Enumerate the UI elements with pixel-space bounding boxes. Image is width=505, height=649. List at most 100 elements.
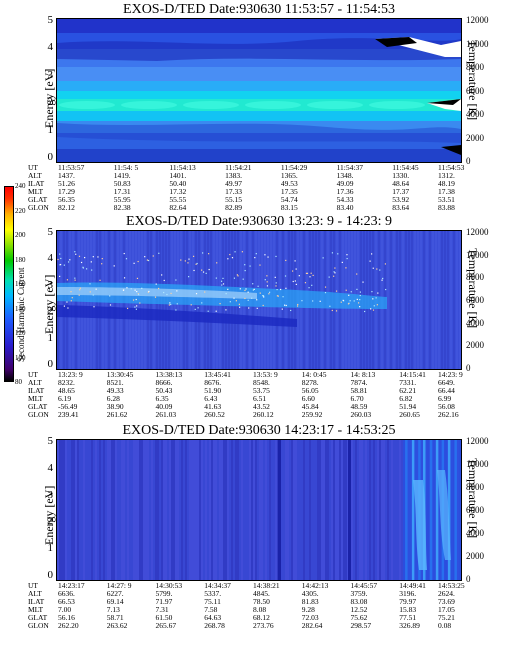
ephemeris-cell: 50.43	[155, 386, 173, 395]
panel-2-speck	[347, 303, 350, 305]
panel-2-speck	[82, 266, 84, 268]
panel-3-streak	[278, 440, 281, 580]
panel-3-stripe	[219, 440, 221, 580]
panel-1-blob	[183, 101, 239, 109]
ephemeris-cell: 273.76	[253, 621, 274, 630]
ephemeris-cell: 6.35	[155, 394, 169, 403]
panel-3-stripe	[325, 440, 327, 580]
panel-3-stripe	[179, 440, 181, 580]
panel-3-stripe	[183, 440, 185, 580]
panel-2-stripe	[432, 231, 434, 369]
panel-3-stripe	[235, 440, 237, 580]
panel-3-stripe	[231, 440, 233, 580]
panel-3-stripe	[281, 440, 283, 580]
panel-3-stripe	[245, 440, 247, 580]
ephemeris-cell: 17.33	[225, 187, 243, 196]
panel-2-speck	[244, 289, 246, 292]
panel-2-speck	[331, 309, 333, 312]
panel-3-burst-line	[411, 440, 415, 580]
panel-2-y2tick: 8000	[466, 272, 484, 283]
panel-2-speck	[245, 288, 247, 290]
ephemeris-cell: 50.40	[169, 179, 187, 188]
ephemeris-cell: 11:54:29	[280, 163, 308, 172]
ephemeris-cell: 14:27: 9	[106, 581, 132, 590]
panel-2-speck	[123, 277, 126, 279]
panel-1-y2tick: 12000	[466, 15, 489, 25]
panel-3-ytick: 2	[47, 515, 54, 528]
panel-2-speck	[221, 284, 223, 286]
ephemeris-cell: 1365.	[280, 171, 298, 180]
panel-2-speck	[175, 279, 177, 281]
panel-3-stripe	[229, 440, 231, 580]
panel-2-y2tick: 2000	[466, 340, 484, 351]
panel-3-stripe	[381, 440, 383, 580]
panel-2-speck	[384, 263, 387, 265]
panel-3-stripe	[327, 440, 329, 580]
ephemeris-cell: 79.97	[399, 597, 417, 606]
panel-2-speck	[328, 276, 330, 278]
panel-2-speck	[148, 290, 150, 293]
panel-2-speck	[256, 307, 258, 309]
ephemeris-cell: 5337.	[204, 589, 222, 598]
ephemeris-cell: 83.08	[350, 597, 368, 606]
panel-2-speck	[101, 258, 103, 260]
panel-2-speck	[267, 256, 269, 258]
panel-2-speck	[75, 253, 77, 255]
panel-2-speck	[371, 291, 373, 293]
panel-3-stripe	[395, 440, 397, 580]
panel-2-ytick: 2	[47, 305, 54, 318]
panel-3-stripe	[157, 440, 159, 580]
panel-2-speck	[227, 288, 229, 290]
panel-3-y2tick: 6000	[466, 505, 484, 515]
panel-2-speck	[123, 289, 125, 291]
panel-3-stripe	[227, 440, 229, 580]
panel-1-band	[57, 91, 461, 99]
panel-3-stripe	[293, 440, 295, 580]
ephemeris-cell: 83.15	[280, 203, 298, 212]
panel-2-speck	[220, 280, 223, 282]
panel-3-stripe	[97, 440, 99, 580]
panel-2-speck	[375, 297, 377, 299]
ephemeris-cell: 14:42:13	[301, 581, 329, 590]
panel-2-speck	[280, 288, 282, 291]
panel-2-speck	[262, 295, 265, 297]
ephemeris-row-label: UT	[28, 163, 38, 172]
panel-2-speck	[234, 251, 236, 253]
colorbar-tick: 200	[15, 231, 26, 239]
ephemeris-cell: 61.50	[155, 613, 173, 622]
panel-2-speck	[254, 257, 256, 259]
ephemeris-cell: 43.52	[253, 402, 270, 411]
panel-3-stripe	[333, 440, 335, 580]
panel-1-blob	[369, 101, 425, 109]
panel-2-speck	[275, 282, 277, 284]
panel-2-speck	[277, 295, 279, 297]
panel-2-speck	[281, 308, 283, 310]
panel-2-speck	[201, 269, 203, 271]
colorbar-label: Second Harmonic Current	[16, 267, 26, 362]
panel-2-speck	[205, 272, 207, 274]
panel-3-spectrogram	[57, 440, 461, 580]
panel-3-burst-line	[429, 440, 433, 580]
panel-3-stripe	[207, 440, 209, 580]
panel-2-speck	[180, 259, 182, 261]
panel-3-stripe	[141, 440, 143, 580]
ephemeris-cell: 81.83	[301, 597, 319, 606]
ephemeris-row-label: GLON	[28, 203, 49, 212]
ephemeris-cell: 3196.	[399, 589, 417, 598]
panel-3-stripe	[389, 440, 391, 580]
ephemeris-cell: 51.26	[58, 179, 75, 188]
ephemeris-cell: 11:54:45	[392, 163, 419, 172]
panel-2-speck	[126, 287, 128, 289]
panel-3-stripe	[241, 440, 243, 580]
panel-2-speck	[216, 262, 218, 264]
panel-3-stripe	[81, 440, 83, 580]
panel-2-speck	[268, 293, 270, 295]
panel-3-stripe	[187, 440, 189, 580]
panel-3-stripe	[387, 440, 389, 580]
ephemeris-cell: 13:23: 9	[58, 370, 83, 379]
panel-3-stripe	[181, 440, 183, 580]
panel-2-stripe	[387, 231, 389, 369]
panel-2-speck	[324, 286, 327, 288]
panel-2-speck	[60, 257, 62, 260]
panel-3-stripe	[305, 440, 307, 580]
